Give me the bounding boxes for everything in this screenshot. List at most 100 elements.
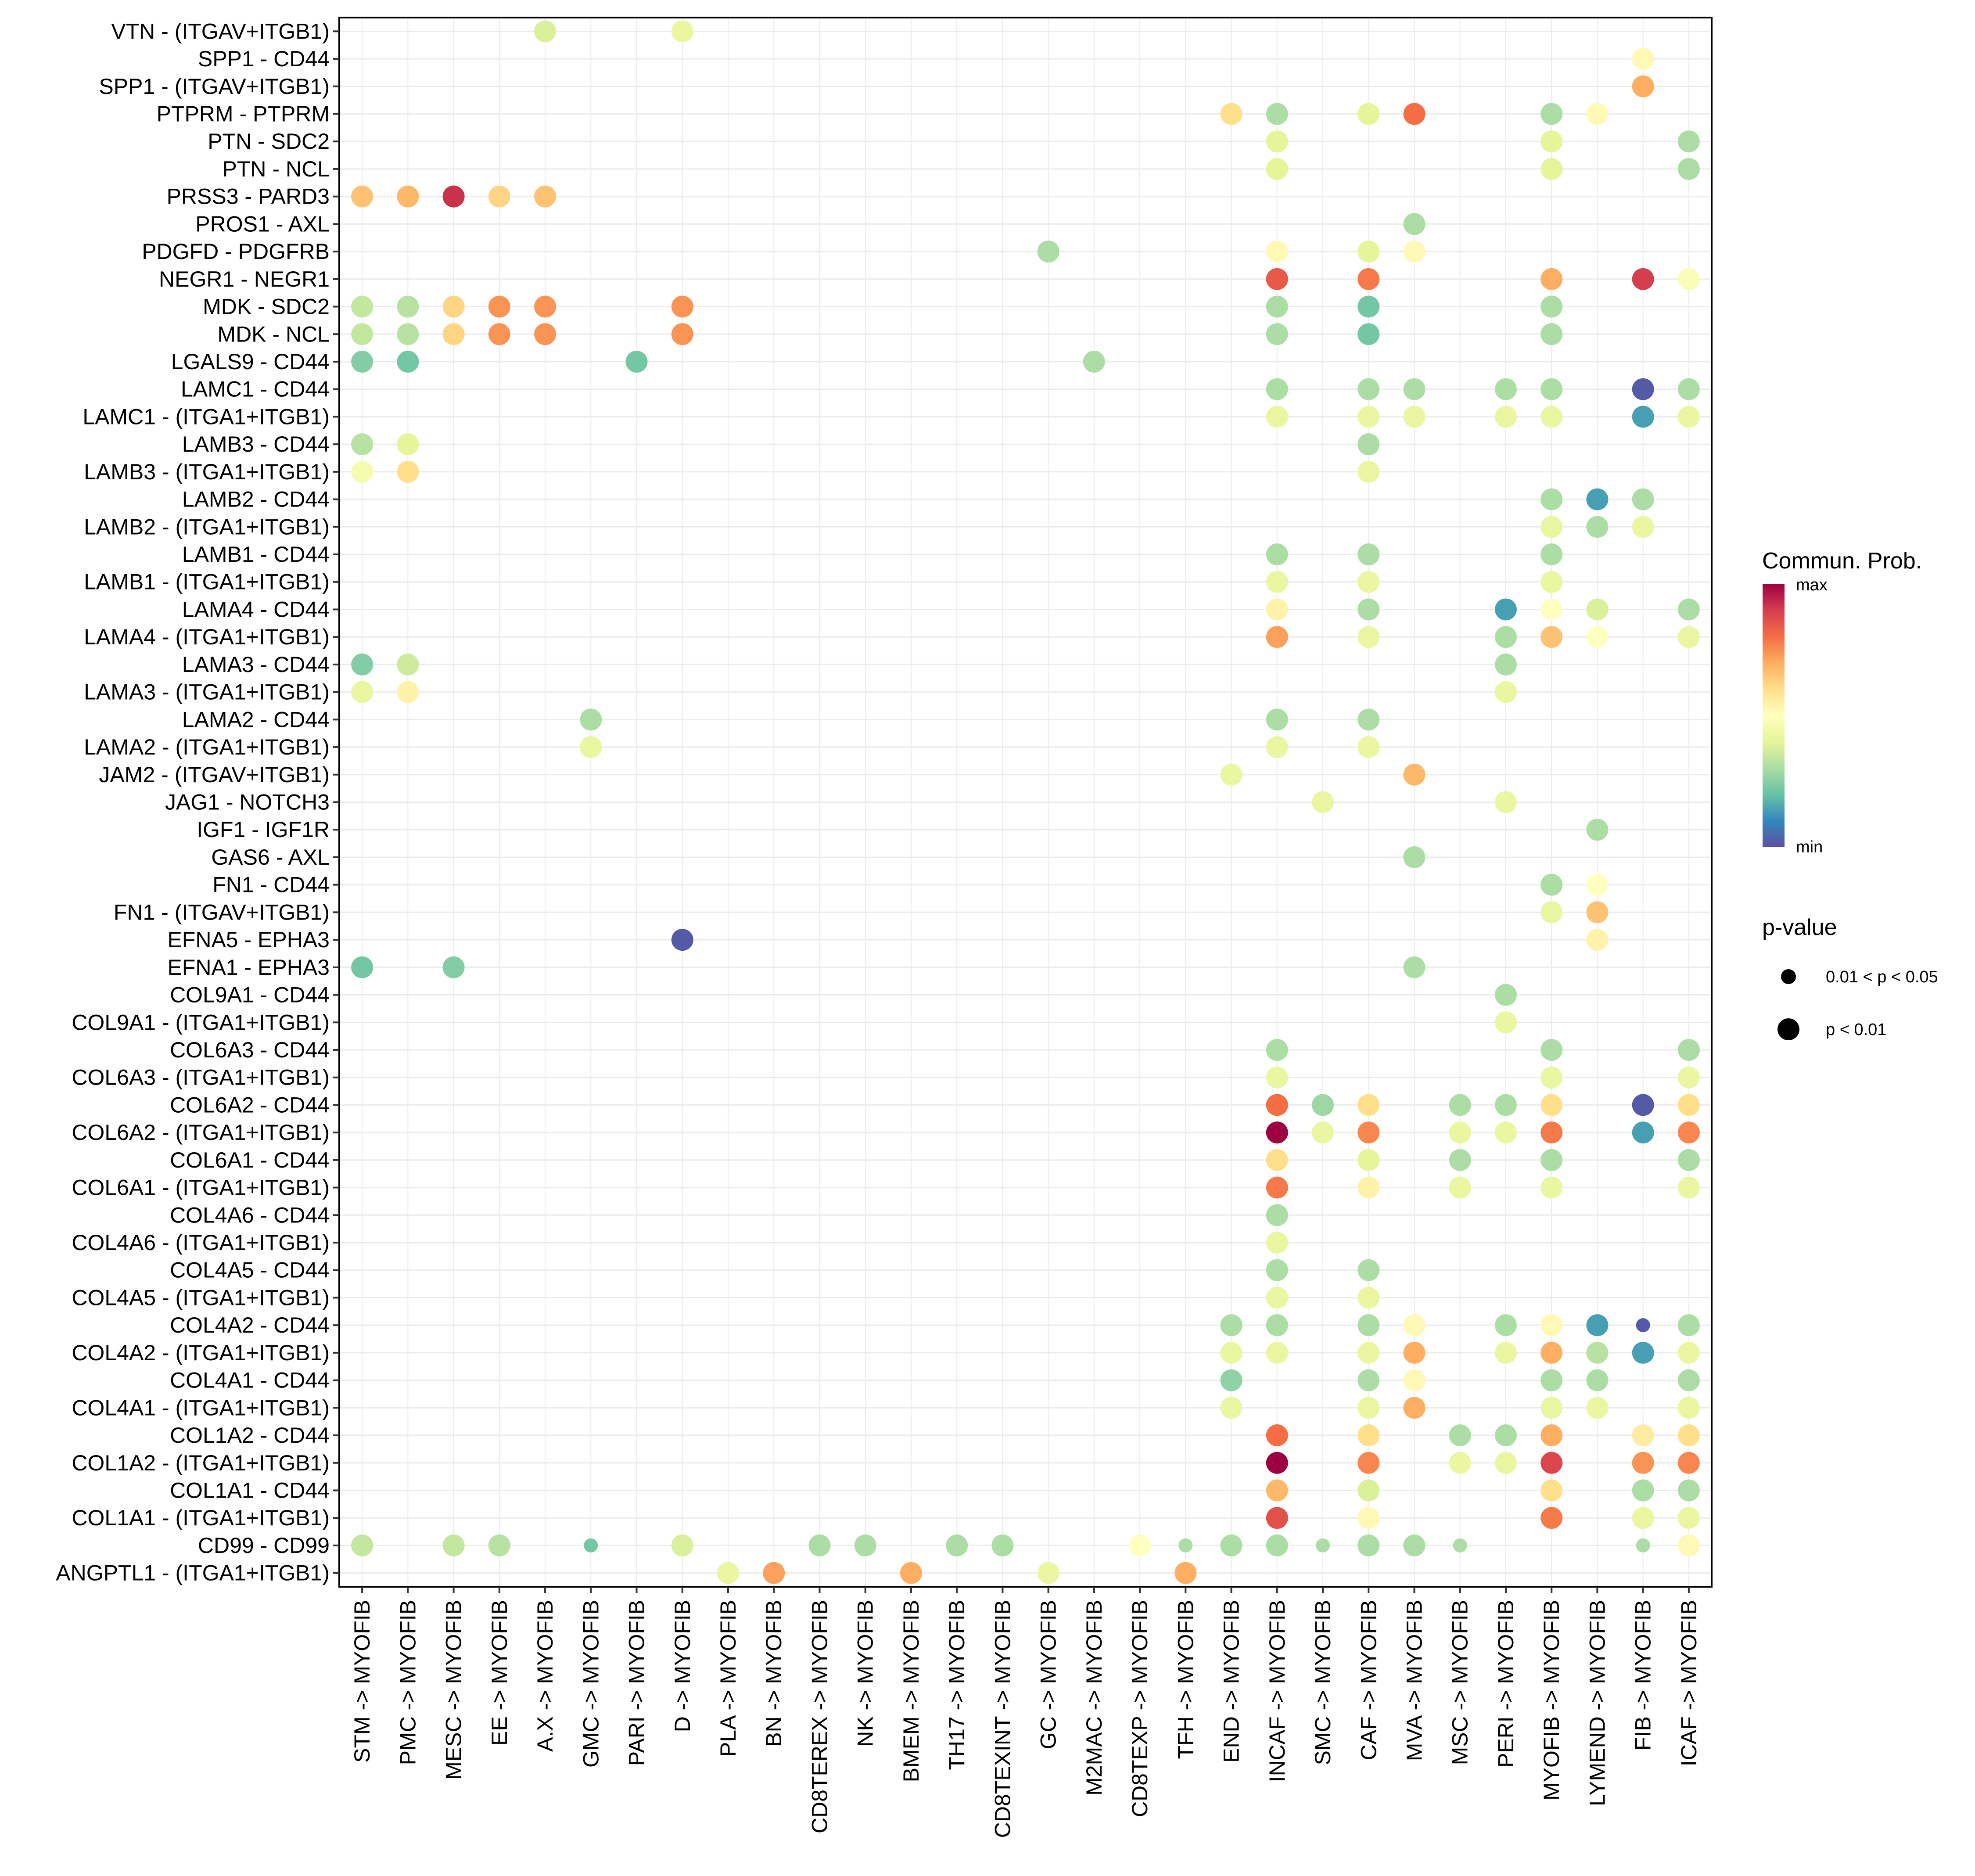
data-point	[991, 1534, 1014, 1556]
data-point	[534, 185, 557, 208]
data-point	[397, 681, 419, 703]
data-point	[1357, 543, 1380, 566]
data-point	[1677, 406, 1700, 428]
data-point	[671, 1534, 693, 1556]
data-point	[397, 323, 419, 345]
y-tick-label: VTN - (ITGAV+ITGB1)	[111, 19, 330, 43]
x-tick-label: END -> MYOFIB	[1219, 1600, 1244, 1763]
data-point	[1316, 1538, 1330, 1553]
data-point	[1220, 1534, 1242, 1556]
x-tick-label: D -> MYOFIB	[670, 1600, 695, 1732]
x-tick-label: FIB -> MYOFIB	[1631, 1600, 1655, 1750]
data-point	[1494, 791, 1517, 813]
data-point	[488, 295, 510, 318]
y-tick-label: COL4A5 - CD44	[170, 1258, 330, 1283]
x-tick-label: MYOFIB -> MYOFIB	[1539, 1600, 1564, 1801]
data-point	[1540, 571, 1563, 593]
data-point	[1357, 323, 1380, 345]
data-point	[1266, 1039, 1288, 1061]
data-point	[1632, 1452, 1654, 1474]
data-point	[1494, 626, 1517, 648]
data-point	[1677, 378, 1700, 400]
data-point	[1266, 1176, 1288, 1199]
data-point	[1677, 158, 1700, 180]
data-point	[1357, 736, 1380, 758]
data-point	[1586, 873, 1609, 896]
x-tick-label: SMC -> MYOFIB	[1311, 1600, 1335, 1765]
data-point	[1677, 1397, 1700, 1419]
data-point	[1540, 158, 1563, 180]
y-tick-label: COL4A6 - CD44	[170, 1203, 330, 1227]
x-tick-label: ICAF -> MYOFIB	[1677, 1600, 1701, 1766]
data-point	[1357, 1397, 1380, 1419]
data-point	[442, 956, 465, 978]
data-point	[900, 1562, 922, 1584]
data-point	[1632, 268, 1654, 290]
data-point	[1540, 1039, 1563, 1061]
data-point	[1540, 1424, 1563, 1447]
data-point	[442, 1534, 465, 1556]
data-point	[1540, 1397, 1563, 1419]
data-point	[1540, 516, 1563, 538]
x-tick-label: CAF -> MYOFIB	[1356, 1600, 1381, 1760]
data-point	[1312, 1121, 1334, 1144]
data-point	[1494, 598, 1517, 621]
y-tick-label: COL6A1 - CD44	[170, 1148, 330, 1172]
data-point	[1357, 708, 1380, 731]
size-legend-small-dot	[1781, 969, 1796, 984]
data-point	[854, 1534, 876, 1556]
data-point	[1266, 1424, 1288, 1447]
y-tick-label: COL1A1 - CD44	[170, 1478, 330, 1502]
color-legend-title: Commun. Prob.	[1762, 548, 1922, 574]
data-point	[1586, 1314, 1609, 1337]
data-point	[351, 1534, 373, 1556]
data-point	[1540, 626, 1563, 648]
data-point	[1357, 1121, 1380, 1144]
data-point	[1586, 626, 1609, 648]
y-tick-label: COL4A2 - CD44	[170, 1313, 330, 1337]
data-point	[1632, 75, 1654, 97]
y-axis: VTN - (ITGAV+ITGB1) SPP1 - CD44 SPP1 - (IT…	[56, 19, 339, 1585]
data-point	[1494, 406, 1517, 428]
data-point	[397, 350, 419, 373]
data-point	[717, 1562, 739, 1584]
x-tick-label: MSC -> MYOFIB	[1448, 1600, 1472, 1765]
data-point	[671, 20, 693, 43]
data-point	[1540, 268, 1563, 290]
data-point	[1586, 598, 1609, 621]
data-point	[1449, 1121, 1471, 1144]
data-point	[1266, 571, 1288, 593]
x-tick-label: PLA -> MYOFIB	[716, 1600, 740, 1757]
data-point	[1083, 350, 1105, 373]
data-point	[351, 681, 373, 703]
data-point	[1449, 1452, 1471, 1474]
data-point	[1220, 103, 1242, 125]
data-point	[1677, 1534, 1700, 1556]
data-point	[1266, 323, 1288, 345]
y-tick-label: COL9A1 - CD44	[170, 983, 330, 1007]
data-point	[1540, 1507, 1563, 1529]
y-tick-label: LAMA3 - CD44	[182, 652, 330, 677]
data-point	[442, 323, 465, 345]
data-point	[351, 295, 373, 318]
data-point	[1586, 901, 1609, 924]
data-point	[1677, 1314, 1700, 1337]
data-point	[1540, 1341, 1563, 1364]
y-tick-label: COL4A1 - CD44	[170, 1368, 330, 1393]
y-tick-label: PDGFD - PDGFRB	[142, 239, 330, 264]
y-tick-label: COL9A1 - (ITGA1+ITGB1)	[72, 1010, 330, 1035]
size-legend-large-dot	[1778, 1018, 1799, 1040]
data-point	[1357, 1314, 1380, 1337]
y-tick-label: LAMA3 - (ITGA1+ITGB1)	[84, 680, 330, 704]
data-point	[1357, 406, 1380, 428]
y-tick-label: LAMB1 - CD44	[182, 542, 330, 567]
data-point	[1586, 1369, 1609, 1391]
data-point	[1494, 1121, 1517, 1144]
data-point	[1357, 1176, 1380, 1199]
data-point	[1403, 406, 1426, 428]
data-point	[1403, 103, 1426, 125]
x-tick-label: EE -> MYOFIB	[487, 1600, 512, 1746]
x-tick-label: TFH -> MYOFIB	[1173, 1600, 1198, 1759]
y-tick-label: PTN - NCL	[223, 157, 330, 181]
